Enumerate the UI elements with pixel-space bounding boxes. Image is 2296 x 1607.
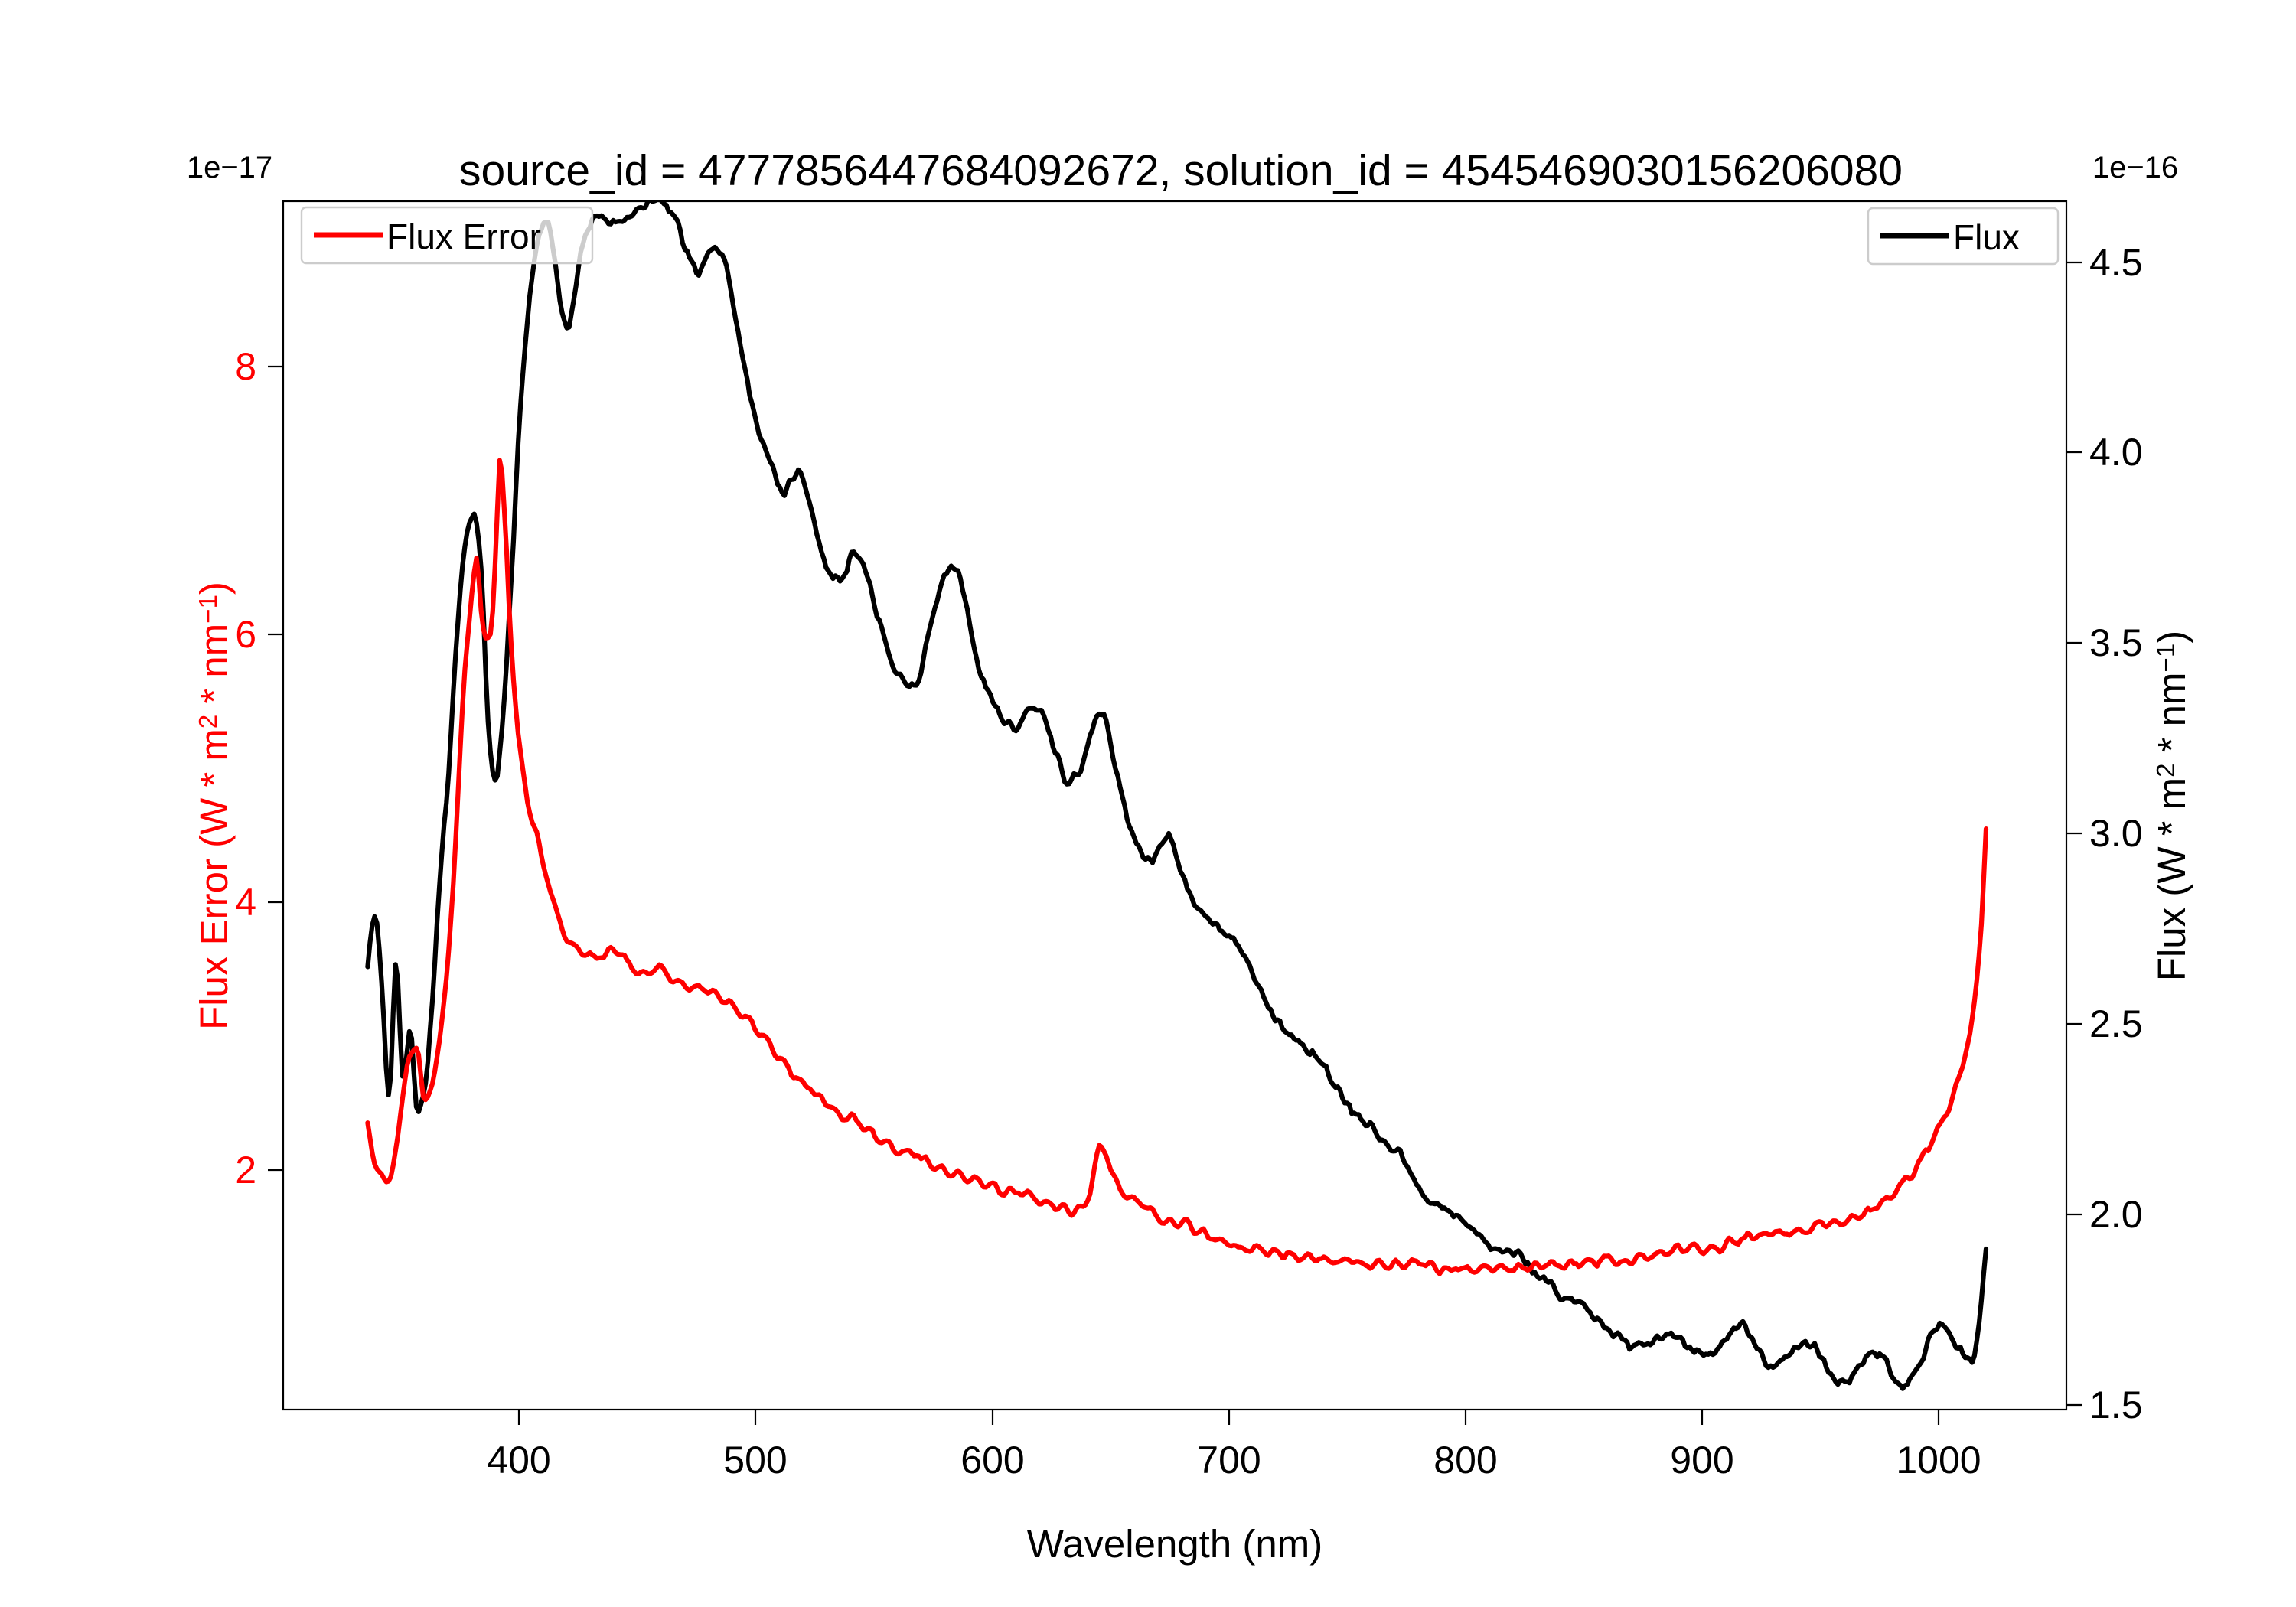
- svg-text:Flux Error: Flux Error: [386, 217, 541, 256]
- svg-text:800: 800: [1433, 1439, 1497, 1482]
- svg-text:400: 400: [487, 1439, 550, 1482]
- svg-text:source_id = 477785644768409267: source_id = 4777856447684092672, solutio…: [459, 146, 1903, 195]
- svg-text:Flux Error (W * m2 * nm−1): Flux Error (W * m2 * nm−1): [192, 582, 236, 1030]
- svg-text:4: 4: [235, 881, 256, 924]
- svg-text:3.0: 3.0: [2089, 812, 2143, 855]
- svg-text:4.0: 4.0: [2089, 431, 2143, 474]
- svg-text:Wavelength (nm): Wavelength (nm): [1027, 1522, 1322, 1566]
- svg-text:2.0: 2.0: [2089, 1193, 2143, 1236]
- svg-text:1000: 1000: [1896, 1439, 1981, 1482]
- svg-text:900: 900: [1670, 1439, 1733, 1482]
- svg-text:8: 8: [235, 345, 256, 388]
- svg-text:3.5: 3.5: [2089, 621, 2143, 664]
- svg-text:600: 600: [960, 1439, 1024, 1482]
- svg-text:Flux (W * m2 * nm−1): Flux (W * m2 * nm−1): [2150, 631, 2193, 981]
- svg-text:1.5: 1.5: [2089, 1384, 2143, 1426]
- svg-text:4.5: 4.5: [2089, 241, 2143, 284]
- svg-text:500: 500: [723, 1439, 787, 1482]
- svg-text:1e−17: 1e−17: [187, 151, 272, 184]
- svg-text:2.5: 2.5: [2089, 1002, 2143, 1045]
- svg-text:Flux: Flux: [1953, 217, 2020, 257]
- svg-text:700: 700: [1197, 1439, 1261, 1482]
- svg-text:1e−16: 1e−16: [2092, 151, 2178, 184]
- svg-text:6: 6: [235, 613, 256, 656]
- svg-text:2: 2: [235, 1149, 256, 1191]
